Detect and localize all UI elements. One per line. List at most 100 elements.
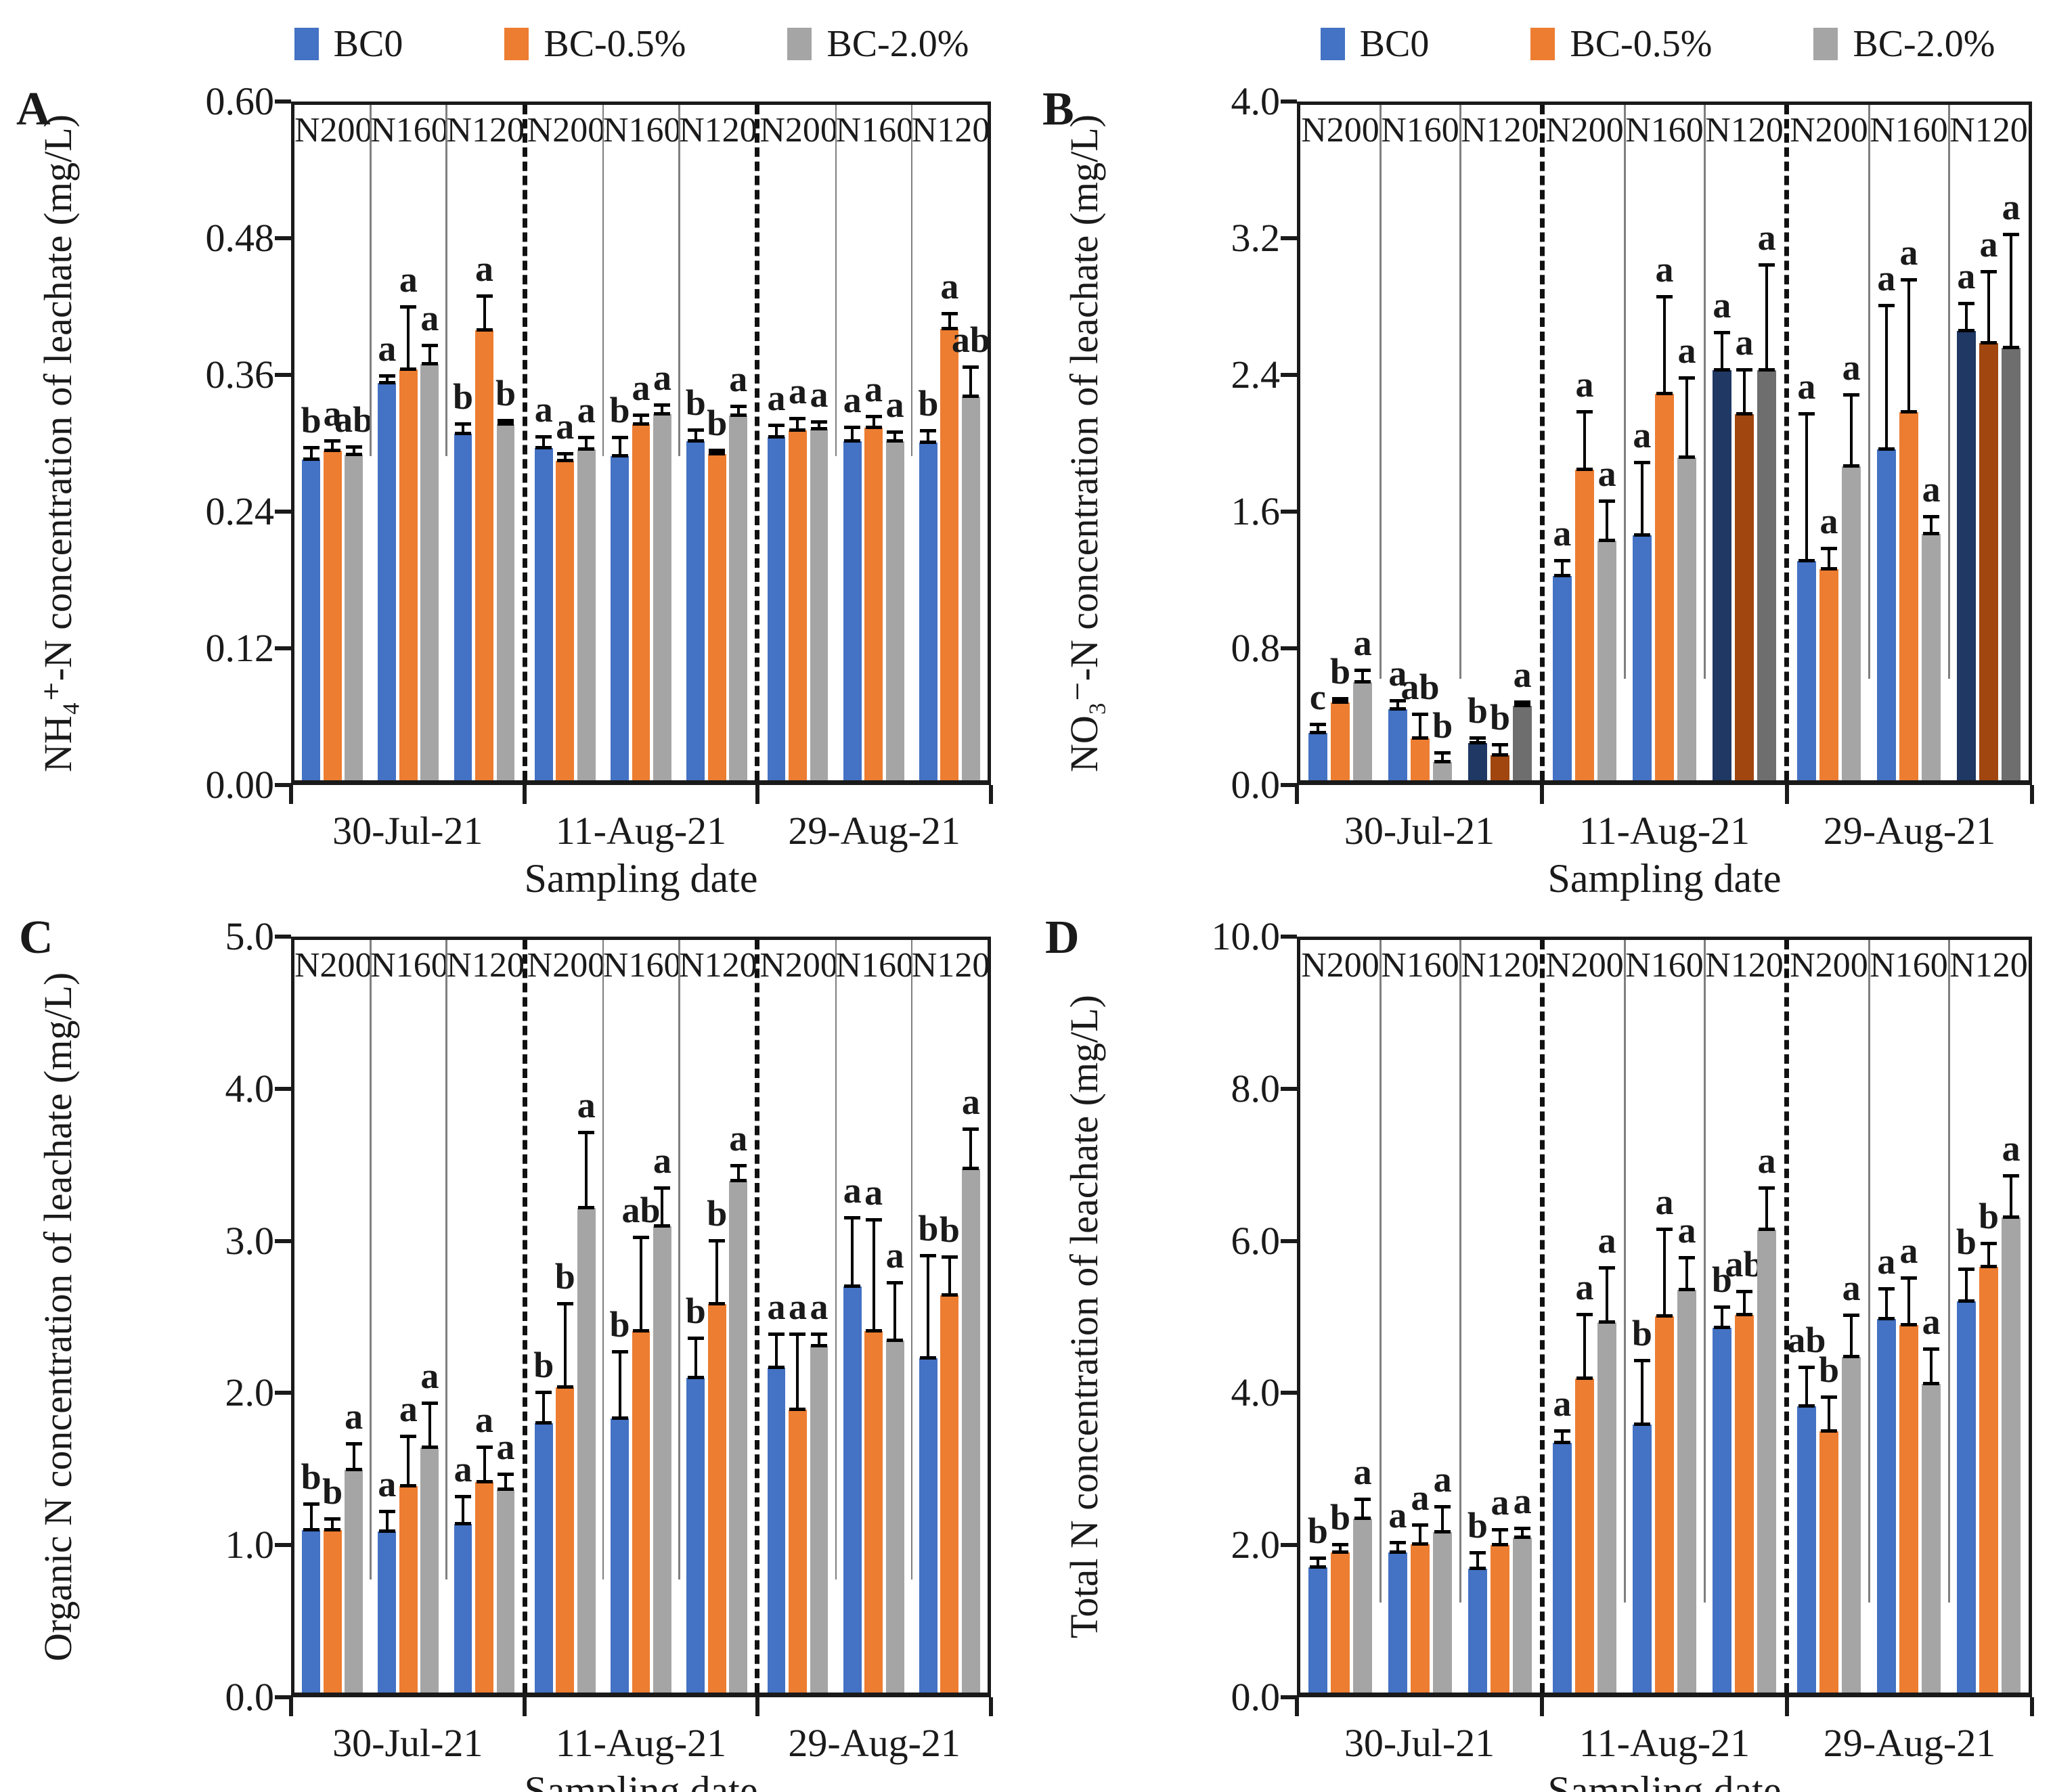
y-tick-mark [1281, 783, 1297, 787]
n-level-divider [1624, 105, 1626, 679]
error-bar-cap-top [810, 420, 827, 424]
significance-letter: a [1757, 217, 1776, 259]
bar-BC-2.0% [885, 441, 904, 780]
significance-letter: b [1329, 1497, 1351, 1538]
error-bar-cap-bottom [535, 446, 552, 450]
bar-BC-2.0% [345, 1469, 363, 1693]
n-level-label: N120 [1705, 111, 1784, 150]
n-level-group: N200 b b a [527, 940, 605, 1693]
n-level-label: N200 [1545, 111, 1624, 150]
bar-BC0 [1632, 535, 1652, 780]
significance-letter: a [1757, 1140, 1776, 1181]
plot-area: N200 b b a N160 a a a N120 a a a N200 b b a N160 b ab a N120… [291, 937, 991, 1697]
bar-wrap: a [1432, 940, 1453, 1693]
n-level-label: N200 [527, 111, 606, 150]
error-bar [817, 1334, 820, 1347]
error-bar [948, 314, 951, 330]
bar-wrap: b [1490, 105, 1510, 780]
significance-letter: a [399, 1388, 418, 1429]
error-bar-cap-bottom [1332, 700, 1348, 704]
n-level-divider [602, 105, 604, 456]
bar-BC-0.5% [864, 428, 883, 780]
error-bar-cap-top [1798, 1365, 1815, 1369]
error-bar-cap-bottom [611, 453, 628, 457]
error-bar-cap-top [378, 1510, 395, 1514]
significance-letter: a [577, 1084, 596, 1125]
x-tick-mark [289, 1697, 293, 1716]
error-bar-cap-bottom [1599, 1320, 1616, 1324]
significance-letter: a [1553, 1383, 1572, 1425]
bar-wrap: a [378, 105, 396, 780]
bar-wrap: a [577, 105, 596, 780]
significance-letter: a [885, 384, 904, 426]
x-tick-label: 11-Aug-21 [1579, 1721, 1750, 1765]
error-bar-cap-top [941, 1255, 958, 1259]
error-bar-cap-bottom [768, 434, 785, 439]
error-bar [1828, 549, 1830, 570]
error-bar-cap-bottom [687, 439, 704, 443]
error-bar [1663, 1230, 1666, 1316]
significance-letter: a [1655, 1182, 1674, 1223]
legend-label: BC-0.5% [1570, 23, 1713, 65]
error-bar-cap-bottom [1354, 1517, 1371, 1521]
error-bar-cap-bottom [1713, 1325, 1730, 1329]
bar-wrap: a [789, 940, 807, 1693]
significance-letter: a [653, 1140, 671, 1181]
n-level-group: N120 b a b [445, 105, 525, 780]
x-tick-mark [1540, 1697, 1544, 1716]
error-bar-cap-bottom [1713, 367, 1730, 372]
error-bar-cap-top [400, 305, 417, 309]
error-bar-cap-bottom [844, 439, 861, 443]
error-bar-cap-top [1821, 1395, 1837, 1399]
error-bar-cap-bottom [1958, 1299, 1974, 1303]
y-tick-label: 3.2 [1231, 216, 1281, 260]
bar-BC-0.5% [1899, 412, 1919, 780]
n-level-divider [370, 105, 372, 456]
date-section: N200 a a a N160 a a a N120 a a a [1789, 105, 2029, 780]
error-bar-cap-bottom [963, 394, 979, 398]
n-level-label: N160 [1381, 946, 1459, 985]
bar-group: b a b [446, 105, 522, 780]
bar-BC0 [1876, 1319, 1897, 1693]
error-bar-cap-top [1713, 1305, 1730, 1309]
significance-letter: a [1922, 468, 1941, 510]
error-bar-cap-bottom [810, 1344, 827, 1348]
bar-BC-2.0% [2001, 348, 2021, 780]
bar-BC-0.5% [556, 1387, 575, 1693]
error-bar [1361, 1500, 1365, 1519]
bar-wrap: a [324, 105, 342, 780]
legend-item: BC0 [294, 22, 403, 66]
error-bar-cap-top [1332, 1543, 1348, 1547]
y-tick-mark [1281, 1695, 1297, 1699]
n-level-divider [1624, 940, 1626, 1603]
error-bar [872, 416, 875, 428]
significance-letter: a [961, 1081, 980, 1123]
error-bar [1930, 1349, 1933, 1385]
significance-letter: a [1575, 364, 1594, 405]
y-tick-mark [275, 1238, 291, 1243]
significance-letter: a [1575, 1266, 1594, 1307]
bar-BC-0.5% [1490, 755, 1510, 780]
error-bar [1987, 1244, 1990, 1267]
error-bar [1964, 1270, 1968, 1301]
error-bar-cap-top [887, 1281, 904, 1285]
error-bar-cap-bottom [400, 1484, 417, 1488]
x-tick-label: 29-Aug-21 [1823, 1721, 1996, 1765]
bar-wrap: b [707, 940, 727, 1693]
bar-BC-0.5% [1330, 702, 1350, 780]
error-bar-cap-top [1679, 1256, 1696, 1260]
error-bar-cap-bottom [1492, 1543, 1508, 1547]
bar-BC-2.0% [729, 1180, 748, 1693]
bar-BC-2.0% [810, 429, 829, 780]
error-bar-cap-bottom [345, 453, 362, 457]
error-bar-cap-top [1633, 1358, 1650, 1362]
bar-BC0 [1552, 576, 1572, 780]
y-tick-mark [275, 99, 291, 104]
bar-BC-0.5% [1979, 342, 1999, 780]
bar-BC-0.5% [1330, 1552, 1350, 1693]
bar-BC0 [919, 443, 937, 780]
error-bar-cap-top [400, 1434, 417, 1438]
error-bar-cap-bottom [1576, 1376, 1593, 1381]
